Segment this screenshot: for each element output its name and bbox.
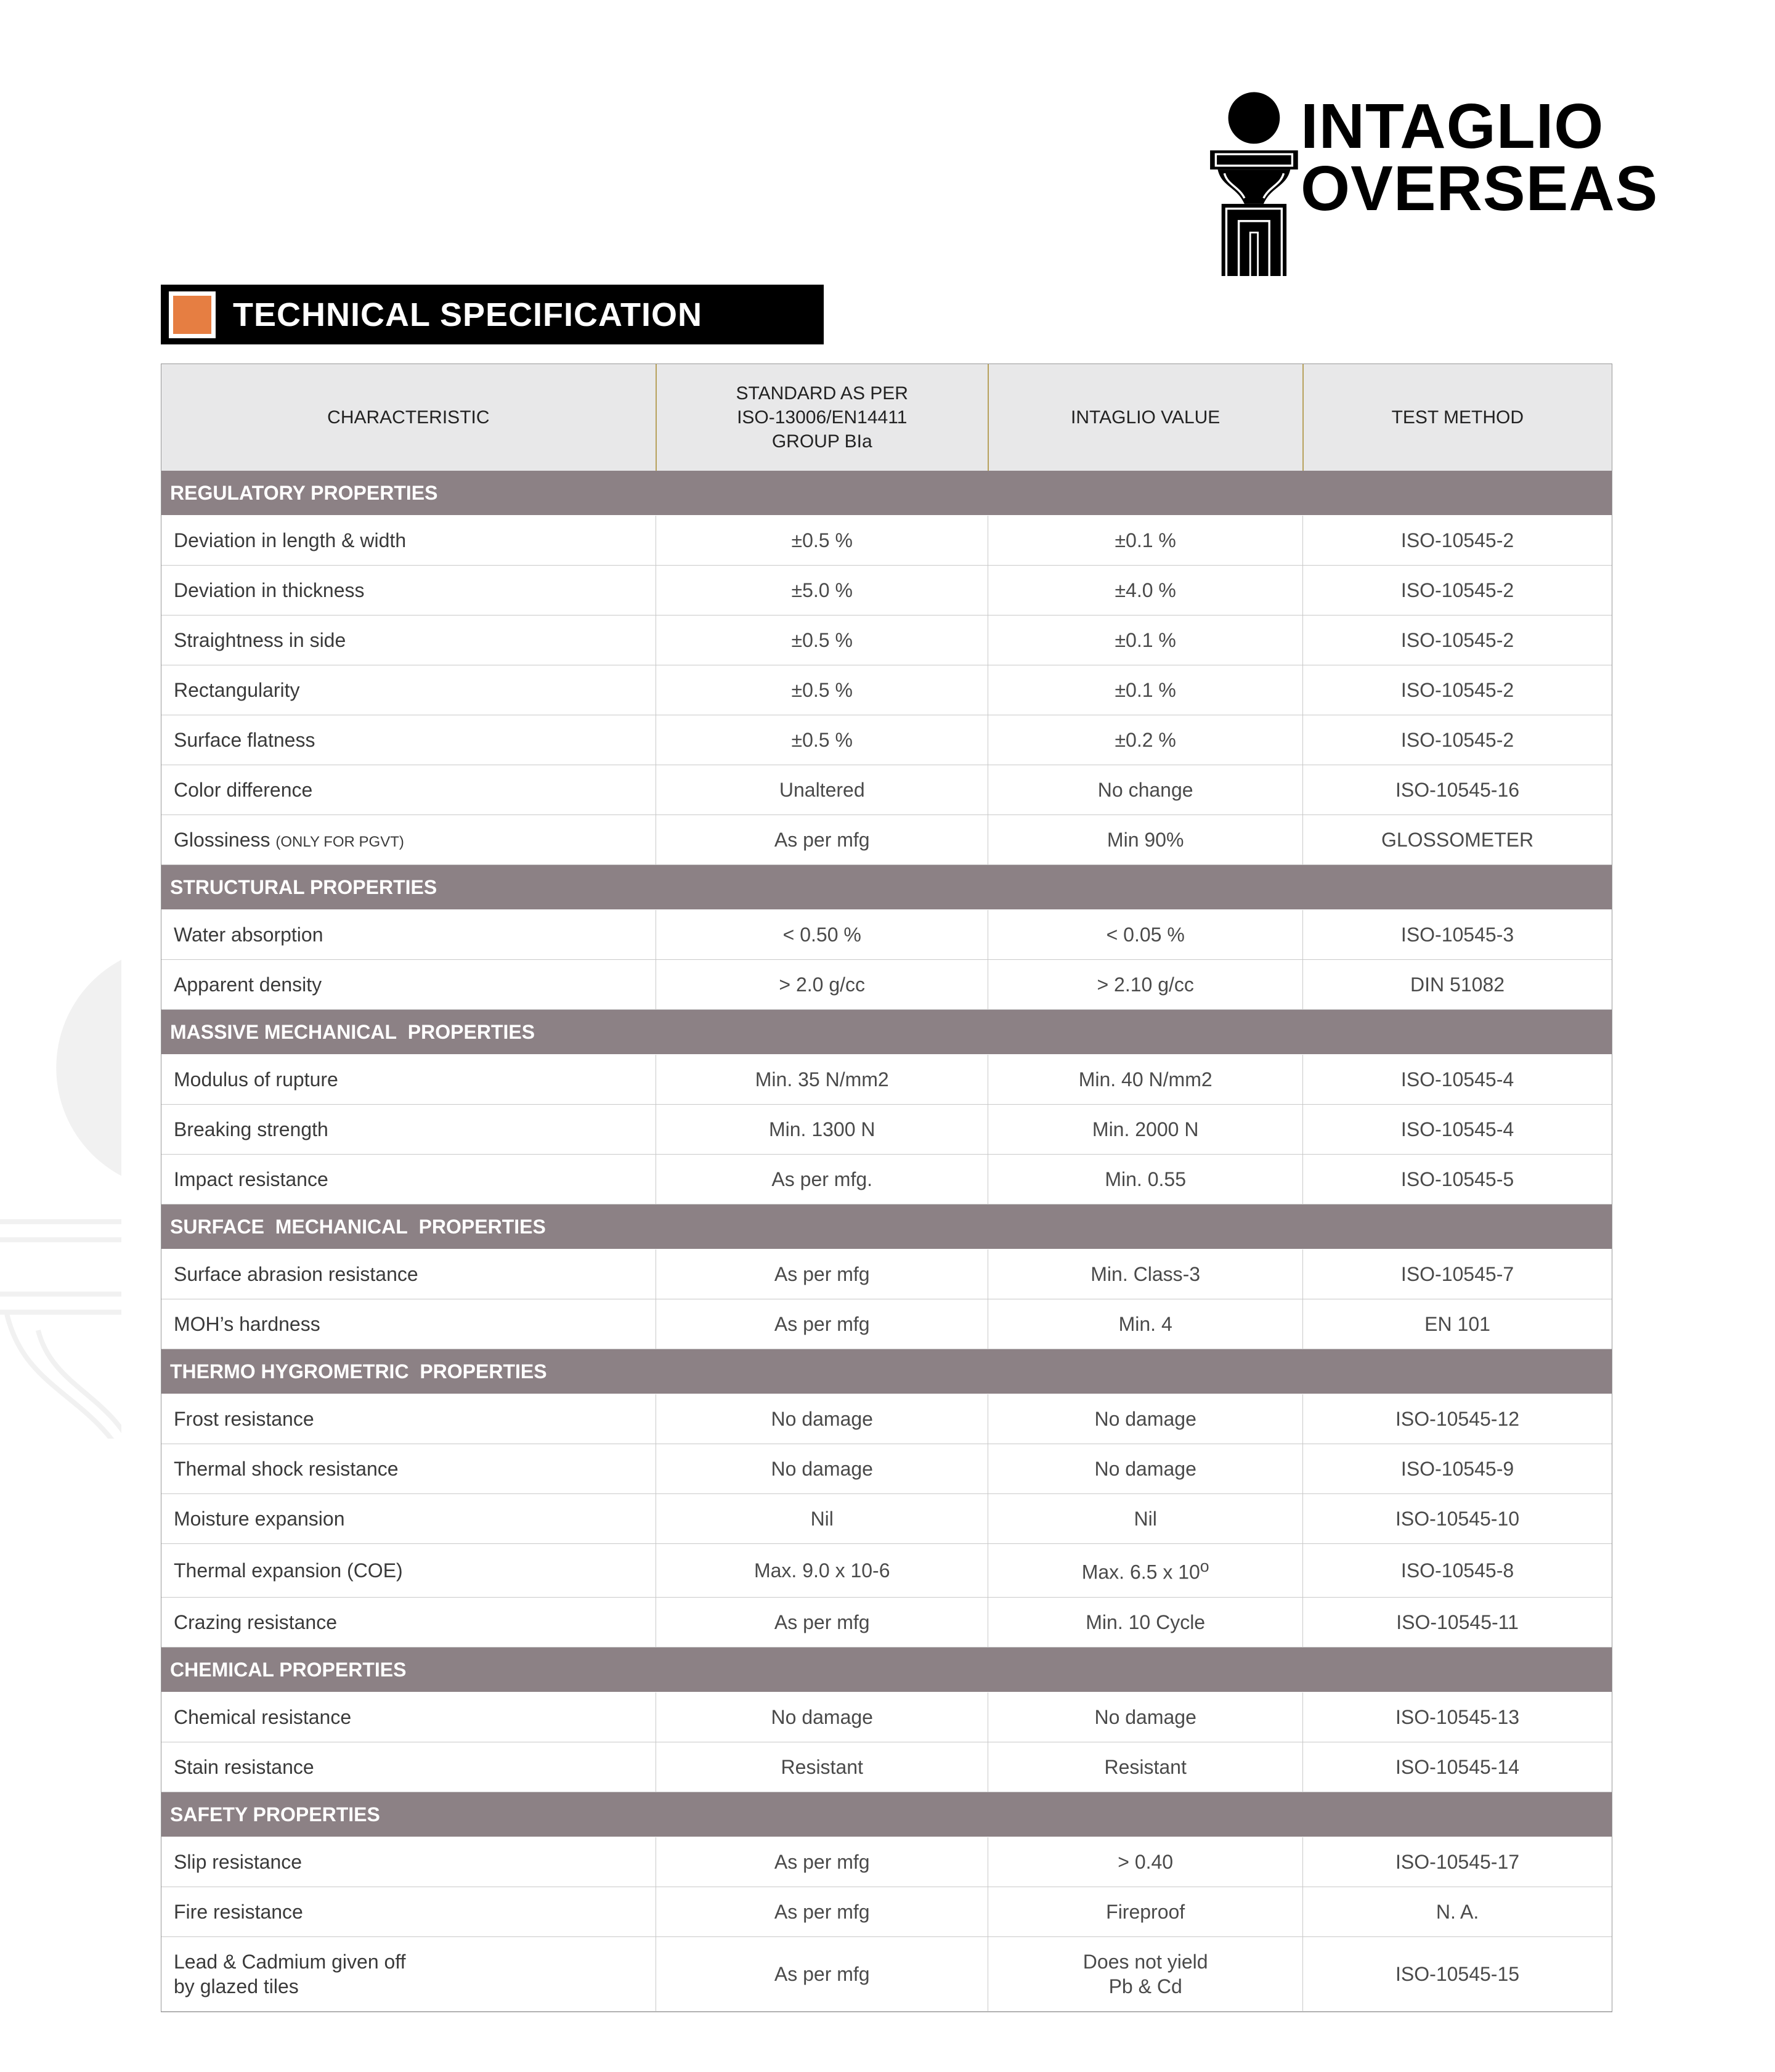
svg-text:OVERSEAS: OVERSEAS (1301, 153, 1658, 224)
svg-text:INTAGLIO: INTAGLIO (1301, 91, 1604, 161)
